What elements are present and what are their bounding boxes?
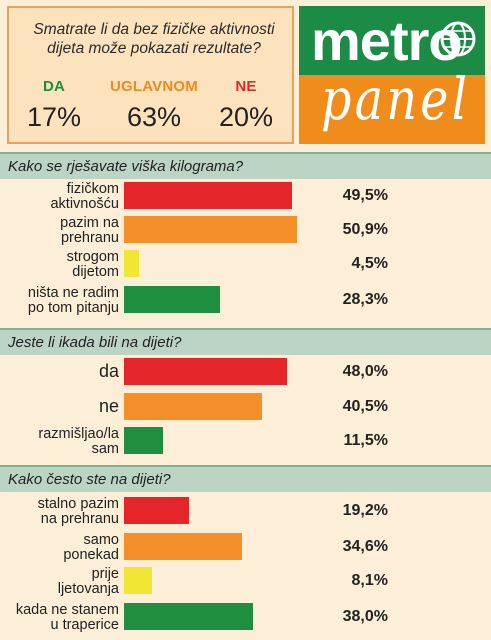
bar-label: pazim na prehranu xyxy=(60,215,119,246)
bar-value-label: 28,3% xyxy=(342,291,388,308)
logo-panel-text: panel xyxy=(321,65,471,133)
bar xyxy=(124,182,292,209)
logo-metro-text: metro xyxy=(311,9,463,72)
bar-label: razmišljao/la sam xyxy=(38,426,119,457)
bar-label: ne xyxy=(98,396,119,416)
bar xyxy=(124,286,220,313)
poll-box: Smatrate li da bez fizičke aktivnosti di… xyxy=(7,6,294,144)
bar-value-label: 4,5% xyxy=(351,255,388,272)
answer-percent: 17% xyxy=(26,102,82,132)
section-title: Jeste li ikada bili na dijeti? xyxy=(0,328,491,355)
bar-value-label: 48,0% xyxy=(342,363,388,380)
logo-green-block xyxy=(299,6,485,75)
bar-label: fizičkom aktivnošću xyxy=(50,181,119,212)
bar xyxy=(124,427,163,454)
logo-orange-block xyxy=(299,75,485,144)
bar-value-label: 38,0% xyxy=(342,608,388,625)
bar xyxy=(124,358,287,385)
bar xyxy=(124,250,139,277)
bar-value-label: 49,5% xyxy=(342,187,388,204)
bar xyxy=(124,567,152,594)
globe-icon xyxy=(440,21,476,57)
answer-ne: NE 20% xyxy=(201,78,291,133)
bar-label: da xyxy=(98,361,119,381)
bar-label: samo ponekad xyxy=(63,532,119,563)
bar-value-label: 34,6% xyxy=(342,538,388,555)
metro-panel-logo: metro panel xyxy=(299,6,485,144)
answer-label: UGLAVNOM xyxy=(110,78,198,95)
section-title: Kako često ste na dijeti? xyxy=(0,465,491,492)
bar xyxy=(124,216,297,243)
bar-label: prije ljetovanja xyxy=(57,566,119,597)
bar-value-label: 8,1% xyxy=(351,572,388,589)
bar-value-label: 19,2% xyxy=(342,502,388,519)
bar xyxy=(124,497,189,524)
bar-value-label: 50,9% xyxy=(342,221,388,238)
answer-uglavnom: UGLAVNOM 63% xyxy=(104,78,204,133)
answer-percent: 63% xyxy=(126,102,182,132)
answer-percent: 20% xyxy=(218,102,274,132)
bar xyxy=(124,603,253,630)
poll-question: Smatrate li da bez fizičke aktivnosti di… xyxy=(33,21,275,57)
section-title: Kako se rješavate viška kilograma? xyxy=(0,152,491,179)
bar-label: kada ne stanem u traperice xyxy=(15,602,119,633)
bar-value-label: 11,5% xyxy=(343,432,388,449)
bar-label: strogom dijetom xyxy=(66,249,119,280)
bar-value-label: 40,5% xyxy=(342,398,388,415)
answer-label: DA xyxy=(42,78,66,95)
bar-label: ništa ne radim po tom pitanju xyxy=(27,285,119,316)
bar xyxy=(124,393,262,420)
bar xyxy=(124,533,242,560)
bar-label: stalno pazim na prehranu xyxy=(37,496,119,527)
answer-da: DA 17% xyxy=(9,78,99,133)
answer-label: NE xyxy=(235,78,257,95)
